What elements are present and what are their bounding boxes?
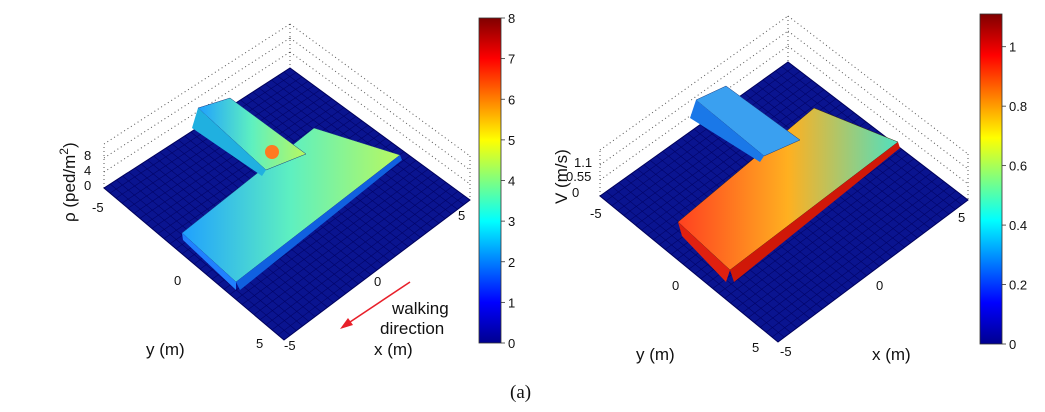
- colorbar-tick-label: 0: [508, 336, 515, 351]
- z-tick-0: 0: [572, 185, 579, 200]
- colorbar-tick-label: 7: [508, 52, 515, 67]
- velocity-surface: [677, 85, 900, 282]
- z-axis-label: V (m/s): [552, 149, 571, 204]
- y-tick-0: 0: [672, 278, 679, 293]
- density-surface: [181, 97, 402, 290]
- z-tick-4: 4: [84, 163, 91, 178]
- colorbar-tick-label: 8: [508, 11, 515, 26]
- colorbar-tick-label: 0.2: [1009, 278, 1027, 293]
- z-tick-8: 8: [84, 148, 91, 163]
- x-tick-m5: -5: [780, 344, 792, 359]
- walking-direction-arrow: [340, 281, 411, 329]
- figure-caption: (a): [510, 382, 531, 403]
- x-axis-label: x (m): [374, 340, 413, 359]
- x-tick-5: 5: [458, 208, 465, 223]
- colorbar-density: 0 1 2 3 4 5 6 7 8: [478, 11, 515, 351]
- velocity-surface-plot: 0 0.55 1.1 V (m/s) -5 0 5 -5 0 5 y (m) x…: [552, 13, 1027, 364]
- y-axis-label: y (m): [636, 345, 675, 364]
- colorbar-tick-label: 1: [1009, 40, 1016, 55]
- z-tick-0-55: 0.55: [566, 169, 591, 184]
- y-tick-m5: -5: [590, 206, 602, 221]
- walking-direction-annotation-line1: walking: [391, 299, 449, 318]
- x-tick-m5: -5: [284, 338, 296, 353]
- y-axis-label: y (m): [146, 340, 185, 359]
- colorbar-tick-label: 0.6: [1009, 159, 1027, 174]
- x-axis-label: x (m): [872, 345, 911, 364]
- colorbar-velocity: 0 0.2 0.4 0.6 0.8 1: [979, 13, 1027, 352]
- x-tick-0: 0: [374, 274, 381, 289]
- axes-box: [599, 15, 969, 200]
- y-tick-5: 5: [256, 336, 263, 351]
- y-tick-5: 5: [752, 340, 759, 355]
- colorbar-tick-label: 0.4: [1009, 218, 1027, 233]
- colorbar-tick-label: 0: [1009, 337, 1016, 352]
- z-tick-0: 0: [84, 178, 91, 193]
- colorbar-tick-label: 6: [508, 92, 515, 107]
- axes-box: [103, 23, 471, 200]
- density-surface-plot: 0 4 8 ρ (ped/m2) -5 0 5 -5 0 5 y (m) x (…: [57, 11, 515, 359]
- colorbar-tick-label: 3: [508, 214, 515, 229]
- z-axis-label: ρ (ped/m2): [57, 142, 79, 222]
- colorbar-tick-label: 2: [508, 255, 515, 270]
- walking-direction-annotation-line2: direction: [380, 319, 444, 338]
- colorbar-tick-label: 4: [508, 174, 515, 189]
- colorbar-tick-label: 5: [508, 133, 515, 148]
- z-tick-1-1: 1.1: [574, 155, 592, 170]
- y-tick-m5: -5: [92, 200, 104, 215]
- x-tick-0: 0: [876, 278, 883, 293]
- y-tick-0: 0: [174, 273, 181, 288]
- x-tick-5: 5: [958, 210, 965, 225]
- colorbar-tick-label: 1: [508, 295, 515, 310]
- colorbar-tick-label: 0.8: [1009, 99, 1027, 114]
